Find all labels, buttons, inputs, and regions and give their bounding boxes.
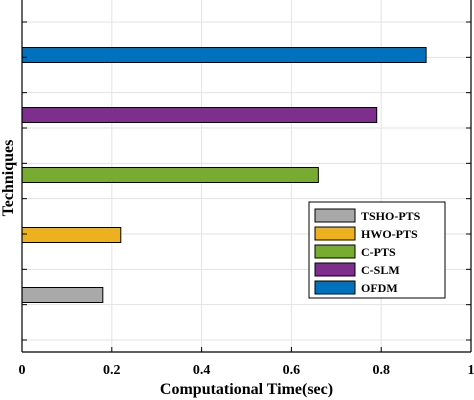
x-tick-label: 1	[468, 363, 474, 378]
x-axis-label: Computational Time(sec)	[160, 381, 333, 398]
legend-label-tsho-pts: TSHO-PTS	[361, 209, 421, 223]
x-tick-label: 0.6	[283, 363, 301, 378]
legend-swatch-c-slm	[314, 262, 356, 277]
x-tick-label: 0	[19, 363, 26, 378]
bar-ofdm	[21, 47, 427, 63]
legend-swatch-hwo-pts	[314, 226, 356, 241]
bar-hwo-pts	[21, 227, 122, 243]
bar-tsho-pts	[21, 287, 104, 303]
x-tick-label: 0.2	[103, 363, 121, 378]
bar-c-slm	[21, 107, 378, 123]
x-tick-label: 0.4	[193, 363, 211, 378]
x-tick-label: 0.8	[372, 363, 390, 378]
legend-label-c-pts: C-PTS	[361, 245, 396, 259]
legend-swatch-tsho-pts	[314, 208, 356, 223]
legend-swatch-c-pts	[314, 244, 356, 259]
bar-c-pts	[21, 167, 319, 183]
legend-label-c-slm: C-SLM	[361, 263, 400, 277]
legend-label-hwo-pts: HWO-PTS	[361, 227, 418, 241]
y-axis-label: Techniques	[0, 140, 17, 217]
legend-swatch-ofdm	[314, 280, 356, 295]
legend-label-ofdm: OFDM	[361, 281, 398, 295]
